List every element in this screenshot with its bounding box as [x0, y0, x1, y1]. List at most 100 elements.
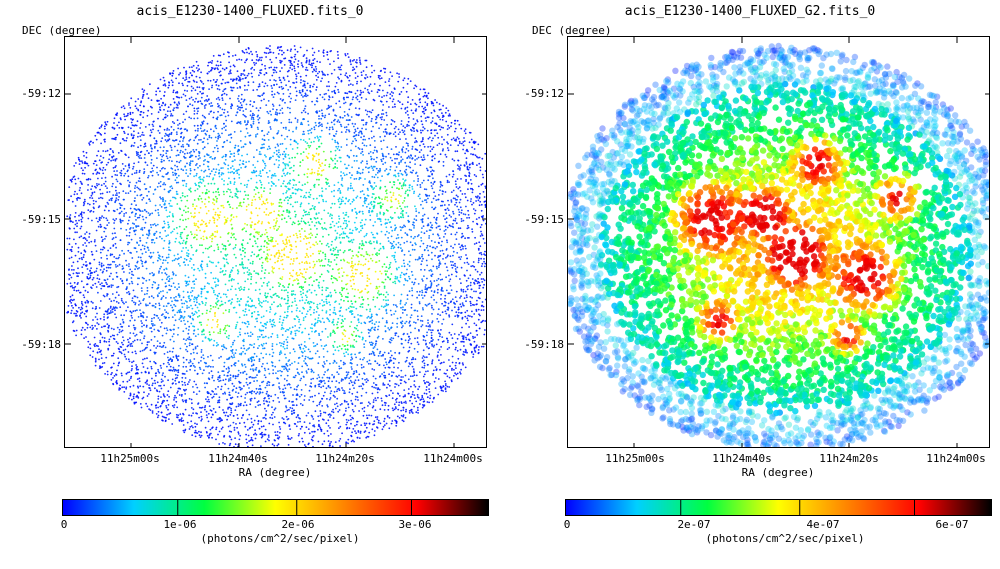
pixel — [142, 385, 145, 388]
pixel — [377, 74, 380, 77]
pixel — [205, 189, 208, 191]
pixel — [181, 194, 184, 197]
pixel — [129, 228, 131, 230]
pixel — [324, 391, 326, 394]
pixel — [315, 68, 318, 70]
pixel — [127, 249, 130, 252]
pixel — [364, 59, 367, 62]
pixel — [384, 296, 387, 298]
pixel — [104, 180, 107, 183]
pixel — [91, 219, 93, 222]
pixel — [289, 138, 292, 141]
pixel — [330, 433, 332, 435]
pixel — [140, 157, 143, 159]
pixel — [312, 62, 315, 65]
pixel — [293, 164, 295, 167]
pixel — [175, 400, 178, 403]
pixel — [119, 142, 122, 145]
pixel — [224, 155, 227, 158]
pixel — [76, 275, 78, 277]
pixel — [331, 126, 334, 129]
pixel — [216, 67, 219, 69]
pixel — [286, 135, 289, 138]
pixel — [431, 187, 434, 190]
pixel — [451, 298, 454, 301]
pixel — [203, 176, 205, 179]
pixel — [134, 350, 137, 353]
pixel — [153, 344, 155, 347]
pixel — [281, 53, 283, 56]
pixel — [419, 245, 422, 248]
pixel — [310, 276, 312, 278]
pixel — [193, 222, 196, 225]
pixel — [475, 155, 478, 158]
pixel — [235, 265, 238, 267]
pixel — [279, 342, 281, 344]
image-plot[interactable] — [64, 36, 487, 448]
pixel — [168, 129, 170, 131]
pixel — [170, 149, 173, 151]
pixel — [292, 348, 295, 351]
pixel — [413, 380, 416, 382]
pixel — [461, 142, 463, 145]
pixel — [279, 283, 282, 286]
pixel — [227, 366, 230, 369]
pixel — [193, 107, 196, 110]
pixel — [288, 408, 290, 411]
pixel — [240, 146, 243, 149]
pixel — [110, 327, 113, 330]
pixel — [470, 182, 473, 185]
pixel — [321, 376, 324, 379]
pixel — [338, 427, 340, 430]
pixel — [175, 226, 178, 229]
pixel — [388, 267, 390, 270]
pixel — [198, 86, 201, 89]
pixel — [301, 159, 304, 162]
pixel — [198, 195, 201, 198]
y-tick-label: -59:18 — [21, 338, 61, 351]
pixel — [343, 352, 345, 355]
pixel — [217, 278, 219, 281]
pixel — [231, 349, 234, 351]
pixel — [150, 154, 152, 157]
pixel — [183, 209, 185, 212]
pixel — [307, 221, 310, 224]
pixel — [175, 181, 178, 184]
pixel — [106, 294, 108, 297]
pixel — [358, 167, 360, 170]
pixel — [317, 76, 320, 79]
pixel — [230, 232, 233, 235]
pixel — [194, 425, 197, 428]
pixel — [176, 374, 179, 377]
pixel — [154, 303, 157, 305]
pixel — [202, 130, 205, 132]
pixel — [119, 384, 121, 387]
pixel — [234, 409, 237, 411]
pixel — [171, 378, 174, 381]
pixel — [148, 214, 151, 217]
pixel — [277, 166, 280, 169]
pixel — [180, 199, 183, 202]
pixel — [301, 261, 303, 264]
pixel — [432, 373, 435, 375]
pixel — [166, 413, 168, 416]
pixel — [471, 230, 474, 233]
pixel — [437, 313, 439, 316]
pixel — [446, 385, 449, 388]
pixel — [295, 213, 297, 216]
pixel — [278, 421, 280, 424]
pixel — [365, 98, 368, 100]
pixel — [180, 168, 183, 171]
pixel — [92, 199, 95, 202]
pixel — [390, 337, 393, 339]
pixel — [366, 110, 369, 113]
pixel — [314, 318, 317, 321]
pixel — [414, 235, 416, 238]
pixel — [245, 103, 248, 106]
pixel — [288, 181, 290, 184]
pixel — [400, 338, 403, 341]
pixel — [134, 197, 136, 200]
pixel — [242, 113, 245, 116]
pixel — [164, 113, 167, 116]
pixel — [135, 368, 138, 371]
